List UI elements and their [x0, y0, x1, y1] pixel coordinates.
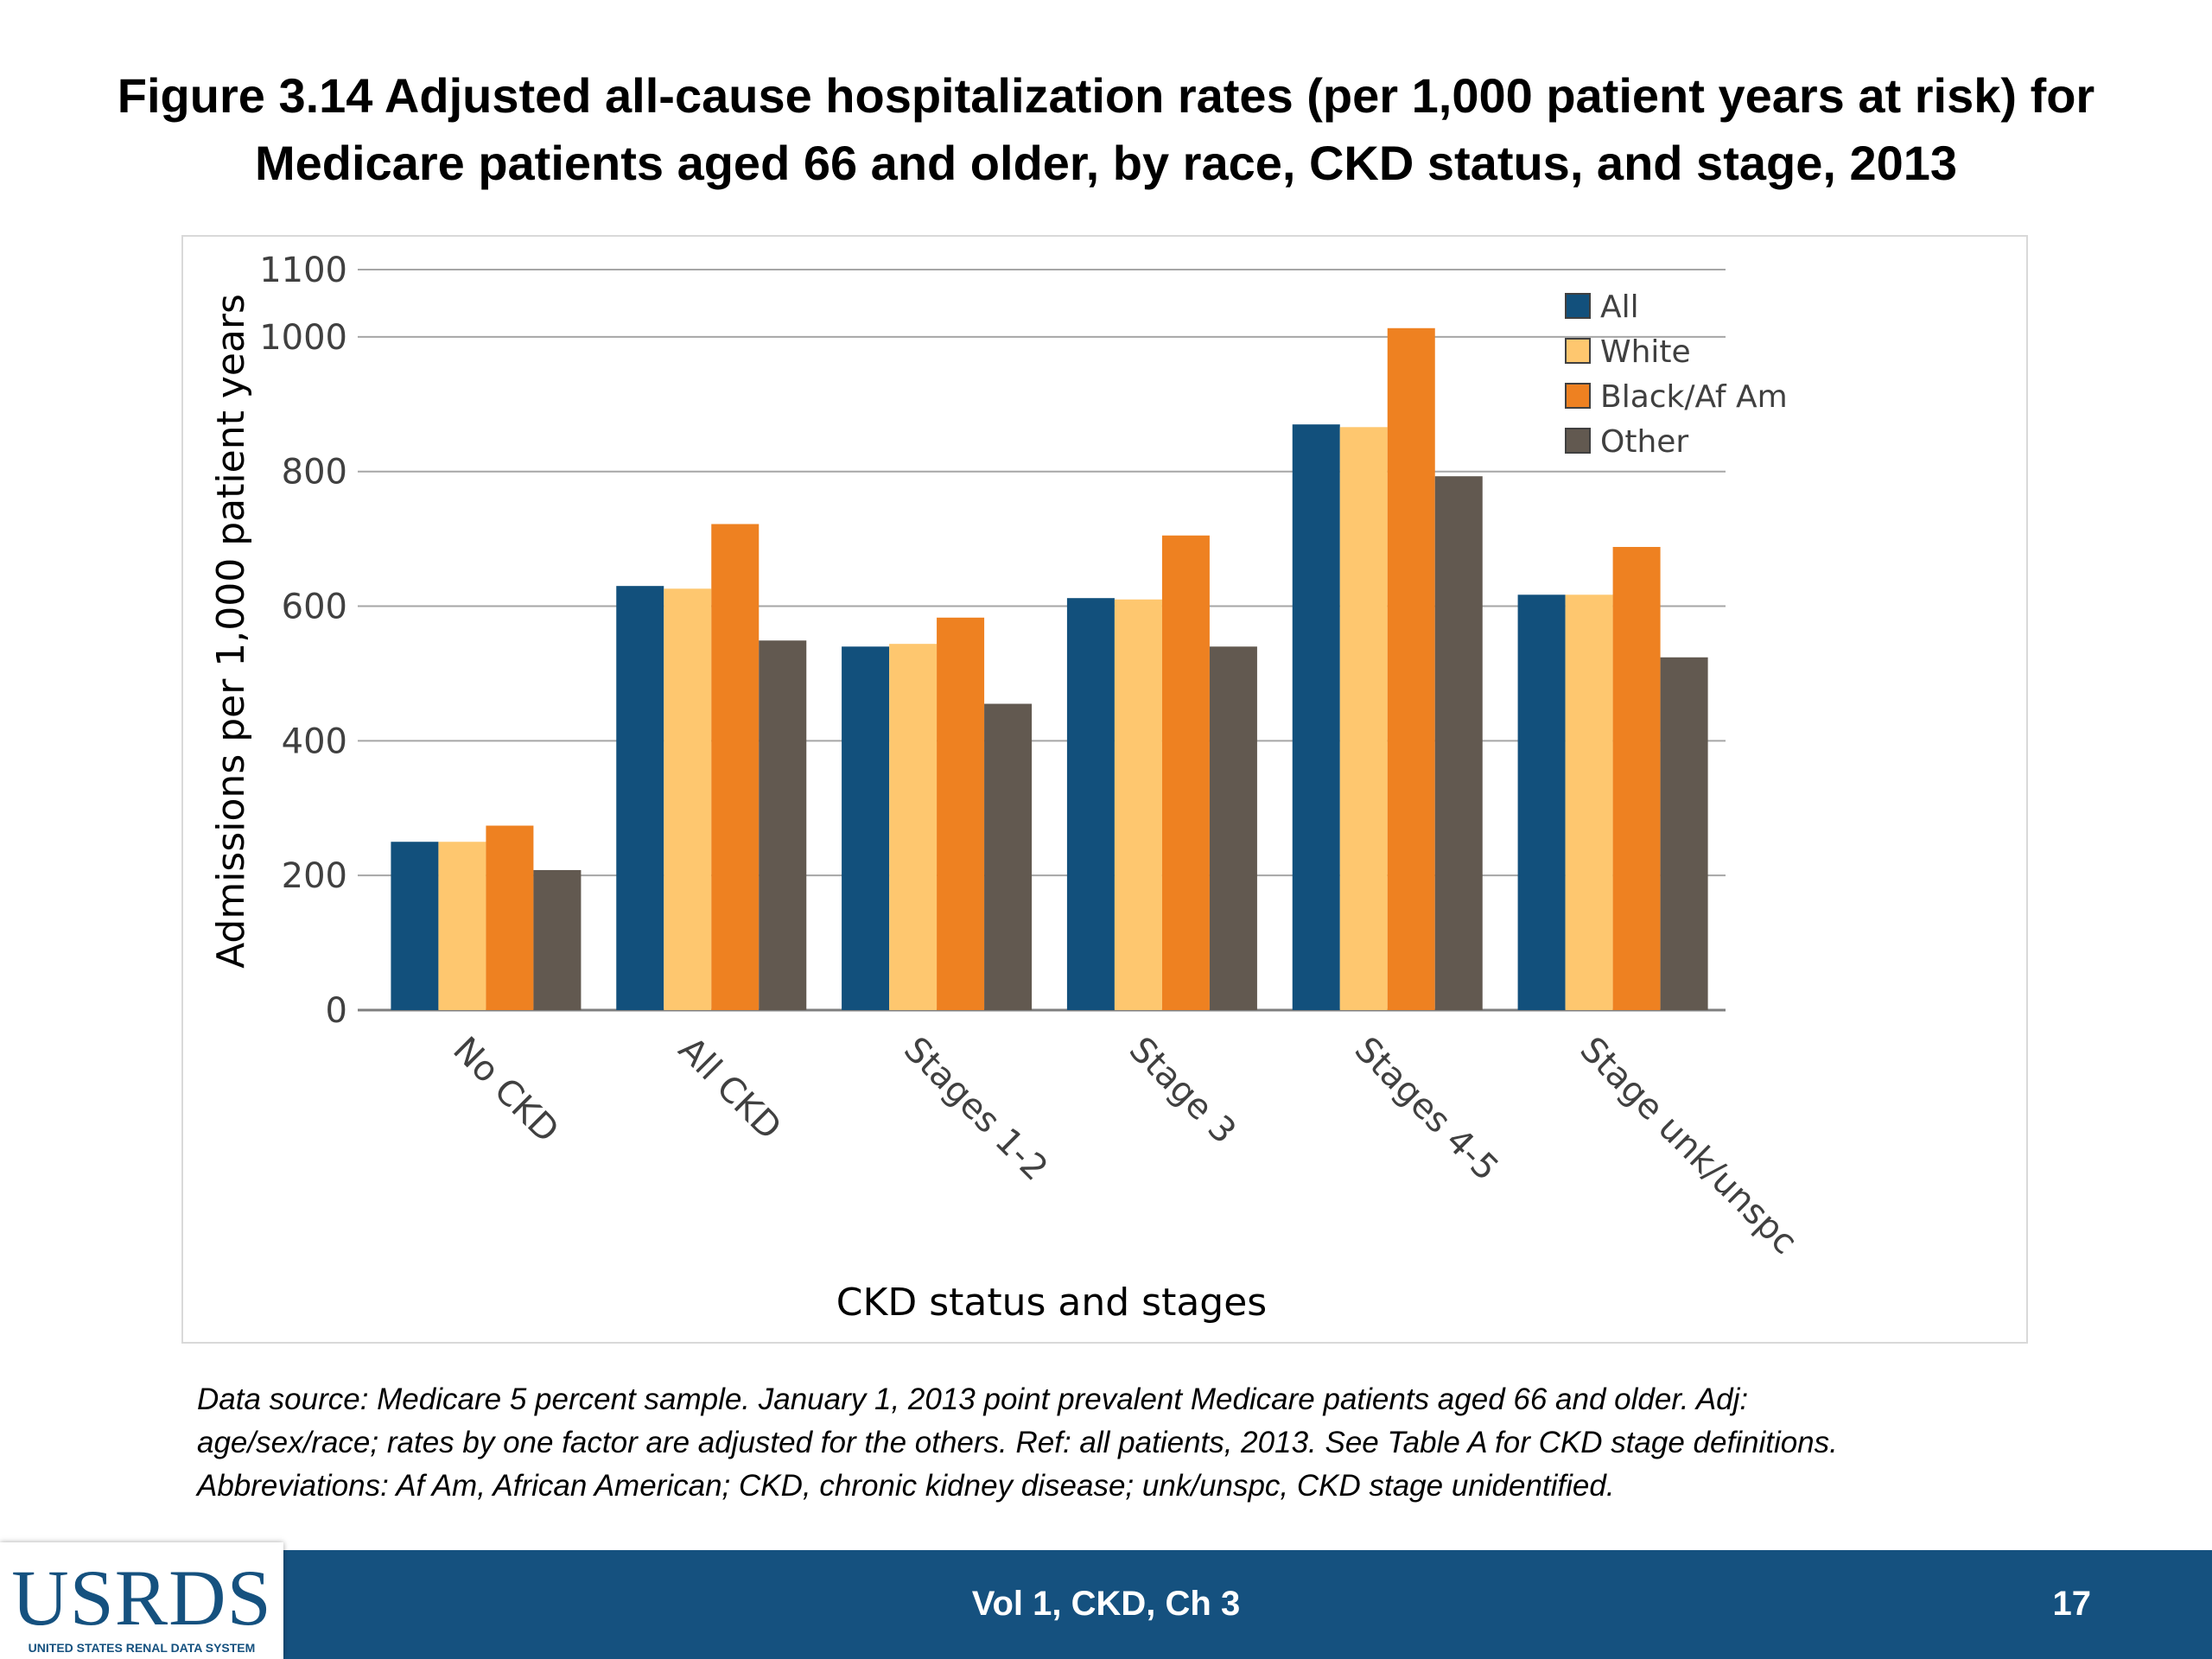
x-tick-label: Stage unk/unspc [1573, 1030, 1805, 1262]
page-number: 17 [2052, 1585, 2092, 1623]
x-tick-label: All CKD [671, 1030, 789, 1148]
y-tick-label: 400 [282, 721, 347, 761]
bar-black-af-am-4 [1387, 327, 1435, 1011]
footer-bar [0, 1550, 2212, 1659]
legend-label: All [1600, 289, 1639, 325]
slide-title: Figure 3.14 Adjusted all-cause hospitali… [35, 62, 2177, 197]
x-tick-label: No CKD [445, 1030, 566, 1151]
bar-white-5 [1565, 594, 1613, 1010]
bar-other-2 [984, 703, 1033, 1010]
legend-label: White [1600, 334, 1691, 370]
bar-other-1 [759, 640, 807, 1010]
x-axis-label: CKD status and stages [836, 1281, 1267, 1325]
bar-all-5 [1517, 594, 1566, 1010]
legend-swatch [1565, 293, 1591, 319]
y-tick-label: 1000 [259, 318, 347, 358]
y-tick-label: 200 [282, 856, 347, 896]
x-tick-label: Stages 1-2 [896, 1030, 1055, 1189]
bar-other-0 [533, 869, 582, 1010]
bar-white-4 [1339, 427, 1388, 1010]
bar-white-1 [664, 588, 712, 1010]
y-tick-label: 0 [326, 991, 347, 1031]
source-line-2: age/sex/race; rates by one factor are ad… [197, 1426, 1838, 1459]
y-tick-label: 600 [282, 588, 347, 627]
y-tick-label: 1100 [259, 251, 347, 290]
bar-all-4 [1292, 424, 1340, 1010]
title-line-1: Figure 3.14 Adjusted all-cause hospitali… [117, 68, 2095, 123]
legend-label: Black/Af Am [1600, 379, 1788, 415]
usrds-logo: USRDS UNITED STATES RENAL DATA SYSTEM [0, 1542, 283, 1659]
legend-swatch [1565, 428, 1591, 454]
source-line-3: Abbreviations: Af Am, African American; … [197, 1469, 1615, 1503]
y-axis-label: Admissions per 1,000 patient years [209, 294, 253, 969]
bar-all-0 [391, 842, 439, 1010]
logo-tagline: UNITED STATES RENAL DATA SYSTEM [28, 1641, 256, 1655]
title-line-2: Medicare patients aged 66 and older, by … [254, 136, 1958, 190]
bar-other-5 [1660, 657, 1708, 1010]
bar-white-0 [438, 842, 486, 1010]
bar-other-3 [1209, 646, 1257, 1010]
x-tick-label: Stages 4-5 [1347, 1030, 1506, 1189]
y-tick-label: 800 [282, 453, 347, 493]
bar-black-af-am-1 [711, 524, 760, 1010]
legend-swatch [1565, 338, 1591, 364]
bar-all-1 [616, 586, 664, 1010]
bar-white-2 [889, 644, 938, 1010]
data-source-note: Data source: Medicare 5 percent sample. … [197, 1378, 2055, 1508]
bar-black-af-am-2 [937, 617, 985, 1010]
bar-black-af-am-5 [1612, 546, 1661, 1010]
footer-volume-label: Vol 1, CKD, Ch 3 [971, 1585, 1241, 1623]
legend-label: Other [1600, 424, 1688, 460]
logo-wordmark: USRDS [11, 1554, 272, 1642]
chart-frame: 0 200 400 600 800 1000 1100 Admissions per 1,00… [181, 235, 2028, 1344]
legend-swatch [1565, 383, 1591, 409]
bar-other-4 [1434, 476, 1483, 1010]
x-tick-label: Stage 3 [1122, 1030, 1243, 1152]
bar-black-af-am-3 [1161, 535, 1210, 1010]
bar-all-2 [842, 646, 890, 1010]
bar-black-af-am-0 [486, 825, 534, 1010]
source-line-1: Data source: Medicare 5 percent sample. … [197, 1382, 1749, 1416]
bar-white-3 [1114, 599, 1162, 1010]
bar-all-3 [1066, 598, 1115, 1010]
